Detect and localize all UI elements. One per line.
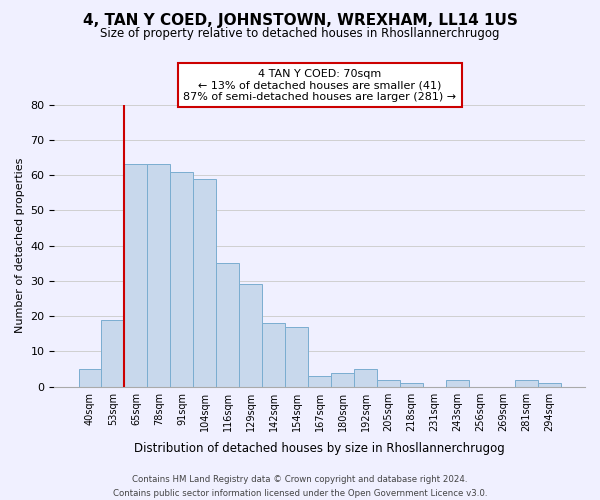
Bar [446,380,469,386]
Bar [148,164,170,386]
Text: Contains HM Land Registry data © Crown copyright and database right 2024.
Contai: Contains HM Land Registry data © Crown c… [113,476,487,498]
Bar [285,326,308,386]
Y-axis label: Number of detached properties: Number of detached properties [15,158,25,334]
Bar [217,263,239,386]
Text: Size of property relative to detached houses in Rhosllannerchrugog: Size of property relative to detached ho… [100,28,500,40]
Bar [79,369,101,386]
Bar [239,284,262,386]
Text: 4, TAN Y COED, JOHNSTOWN, WREXHAM, LL14 1US: 4, TAN Y COED, JOHNSTOWN, WREXHAM, LL14 … [83,12,517,28]
Bar [515,380,538,386]
Bar [193,178,217,386]
Bar [170,172,193,386]
Bar [377,380,400,386]
Bar [331,372,354,386]
Bar [400,383,423,386]
Bar [101,320,124,386]
Bar [308,376,331,386]
Bar [124,164,148,386]
Text: 4 TAN Y COED: 70sqm
← 13% of detached houses are smaller (41)
87% of semi-detach: 4 TAN Y COED: 70sqm ← 13% of detached ho… [183,68,456,102]
Bar [538,383,561,386]
X-axis label: Distribution of detached houses by size in Rhosllannerchrugog: Distribution of detached houses by size … [134,442,505,455]
Bar [262,323,285,386]
Bar [354,369,377,386]
